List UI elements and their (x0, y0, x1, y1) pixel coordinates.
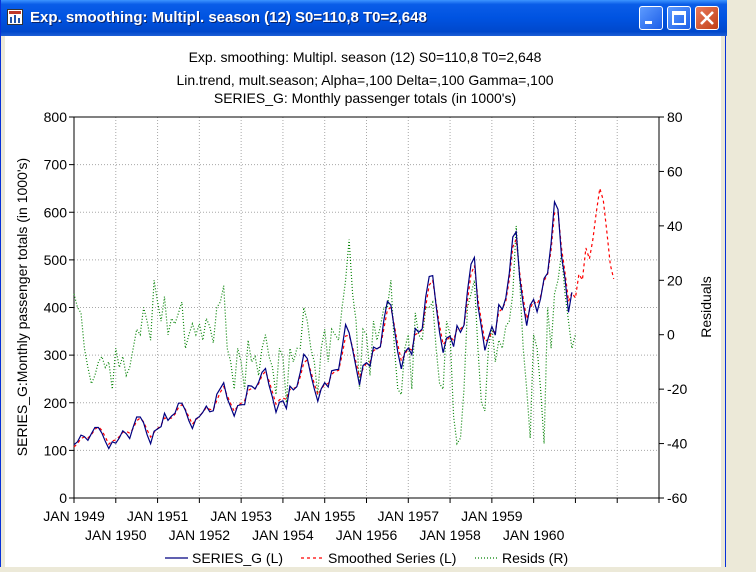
x-tick-label: JAN 1952 (169, 527, 231, 543)
x-tick-label: JAN 1950 (85, 527, 147, 543)
x-tick-label: JAN 1954 (252, 527, 314, 543)
y-tick-label: 100 (44, 442, 68, 458)
right-axis-ticks: -60 -40 -20 0 20 40 60 80 (659, 109, 687, 506)
y2-tick-label: 80 (667, 109, 683, 125)
y2-tick-label: 20 (667, 272, 683, 288)
x-tick-label: JAN 1958 (419, 527, 481, 543)
y-tick-label: 700 (44, 157, 68, 173)
series-line-smoothed (73, 188, 615, 448)
y2-tick-label: -20 (667, 381, 687, 397)
y2-tick-label: -40 (667, 436, 687, 452)
series-line-series-g (73, 199, 573, 450)
chart-subtitle-2: SERIES_G: Monthly passenger totals (in 1… (214, 90, 516, 106)
y-axis-label: SERIES_G:Monthly passenger totals (in 10… (14, 158, 30, 456)
title-bar[interactable]: Exp. smoothing: Multipl. season (12) S0=… (1, 0, 727, 36)
y-tick-label: 300 (44, 347, 68, 363)
legend-label-series-g: SERIES_G (L) (192, 550, 283, 566)
x-tick-label: JAN 1956 (336, 527, 398, 543)
x-tick-label: JAN 1949 (43, 508, 105, 524)
x-axis-ticks: JAN 1949 JAN 1950 JAN 1951 JAN 1952 JAN 1953… (43, 498, 660, 543)
y-tick-label: 200 (44, 395, 68, 411)
x-tick-label: JAN 1960 (503, 527, 565, 543)
y2-axis-label: Residuals (698, 276, 714, 337)
chart-app-icon[interactable] (7, 9, 23, 25)
time-series-chart: Exp. smoothing: Multipl. season (12) S0=… (14, 49, 714, 566)
y2-tick-label: 0 (667, 327, 675, 343)
x-tick-label: JAN 1955 (294, 508, 356, 524)
x-tick-label: JAN 1957 (378, 508, 440, 524)
legend-label-resids: Resids (R) (502, 550, 568, 566)
minimize-button[interactable] (639, 6, 663, 30)
y-tick-label: 400 (44, 300, 68, 316)
y2-tick-label: 60 (667, 163, 683, 179)
window-title: Exp. smoothing: Multipl. season (12) S0=… (30, 9, 427, 26)
maximize-icon (672, 11, 686, 25)
legend: SERIES_G (L) Smoothed Series (L) Resids … (165, 550, 568, 566)
chart-window: Exp. smoothing: Multipl. season (12) S0=… (0, 0, 727, 567)
chart-area: Exp. smoothing: Multipl. season (12) S0=… (5, 36, 721, 567)
series-line-resids (73, 225, 576, 446)
minimize-icon (645, 21, 652, 24)
x-tick-label: JAN 1953 (210, 508, 272, 524)
x-tick-label: JAN 1959 (461, 508, 523, 524)
y-tick-label: 800 (44, 109, 68, 125)
close-button[interactable] (695, 6, 719, 30)
series-layer (73, 188, 615, 450)
legend-label-smoothed: Smoothed Series (L) (328, 550, 456, 566)
y-tick-label: 600 (44, 204, 68, 220)
x-tick-label: JAN 1951 (127, 508, 189, 524)
y-tick-label: 500 (44, 252, 68, 268)
grid-lines (74, 116, 659, 499)
close-icon (700, 11, 714, 25)
y2-tick-label: -60 (667, 490, 687, 506)
left-axis-ticks: 0 100 200 300 400 500 600 700 800 (44, 109, 74, 506)
y2-tick-label: 40 (667, 218, 683, 234)
maximize-button[interactable] (667, 6, 691, 30)
chart-subtitle-1: Lin.trend, mult.season; Alpha=,100 Delta… (176, 72, 553, 88)
chart-title: Exp. smoothing: Multipl. season (12) S0=… (189, 49, 542, 65)
y-tick-label: 0 (59, 490, 67, 506)
